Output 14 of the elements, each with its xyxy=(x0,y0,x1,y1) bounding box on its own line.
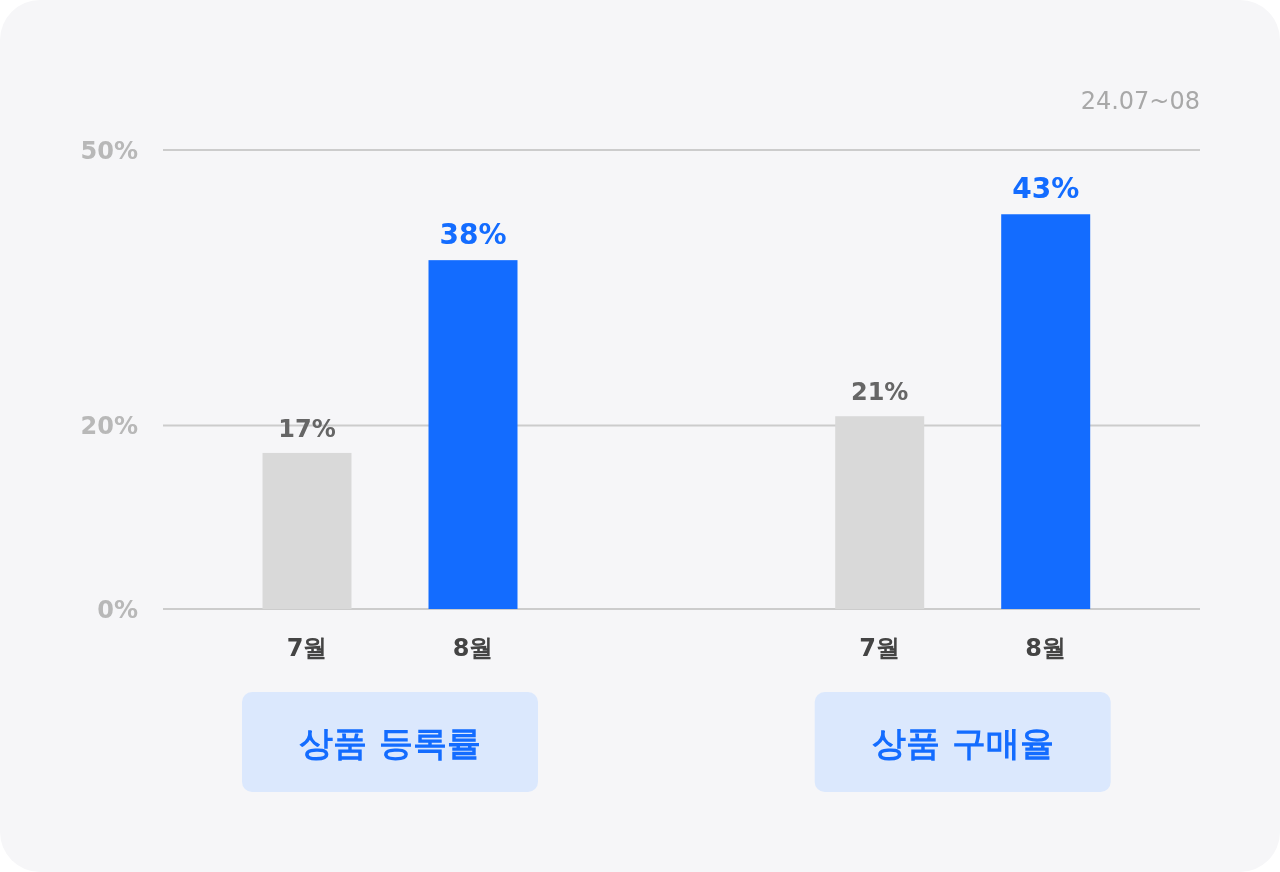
data-label: 43% xyxy=(1012,172,1080,206)
text: 24.07~08 xyxy=(1080,87,1200,115)
x-tick-label: 8월 xyxy=(1025,634,1067,662)
x-tick-label: 7월 xyxy=(859,634,901,662)
text: 상품 등록률 xyxy=(299,723,481,763)
x-tick-label: 7월 xyxy=(286,634,328,662)
text: 상품 구매율 xyxy=(871,723,1054,763)
y-tick-label: 50% xyxy=(80,137,138,165)
data-label: 38% xyxy=(439,218,507,252)
x-tick-label: 8월 xyxy=(452,634,494,662)
y-tick-label: 0% xyxy=(97,596,138,624)
y-tick-label: 20% xyxy=(80,412,138,441)
data-label: 21% xyxy=(850,378,909,407)
data-label: 17% xyxy=(278,414,336,443)
